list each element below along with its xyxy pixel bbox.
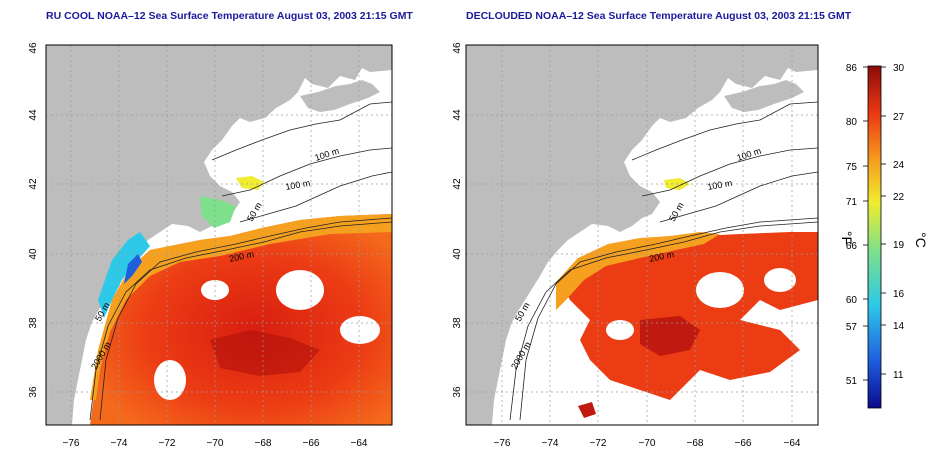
- depth-contours: [89, 101, 392, 421]
- x-tick-label: −64: [784, 438, 801, 449]
- sst-coastal-band: [90, 214, 392, 400]
- y-tick-label: 40: [28, 248, 39, 260]
- colorbar-f-label: 60: [846, 295, 858, 306]
- map-frame: [465, 44, 819, 426]
- x-tick-label: −70: [639, 438, 656, 449]
- x-tick-label: −68: [255, 438, 272, 449]
- colorbar-c-label: 14: [893, 321, 905, 332]
- sst-warm-field: [560, 232, 818, 400]
- y-tick-label: 36: [28, 386, 39, 398]
- contour-label-100m: 100 m: [314, 146, 341, 163]
- colorbar-c-label: 30: [893, 63, 905, 74]
- land-mass: [466, 45, 818, 425]
- y-tick-label: 44: [28, 109, 39, 121]
- colorbar-f-label: 71: [846, 197, 858, 208]
- cloud-hole: [764, 268, 796, 292]
- contour-label-2000m: 2000 m: [509, 340, 533, 371]
- ocean-area: [466, 45, 818, 425]
- colorbar-f-label: 86: [846, 63, 858, 74]
- y-tick-label: 42: [452, 178, 463, 190]
- sst-cold-patch-3: [200, 196, 236, 228]
- y-tick-label: 46: [452, 42, 463, 54]
- x-tick-label: −68: [687, 438, 704, 449]
- colorbar-c-label: 24: [893, 160, 905, 171]
- sst-cold-patch-3: [664, 178, 690, 190]
- colorbar-unit-c: °C: [913, 232, 929, 248]
- sst-hot-core: [210, 330, 320, 376]
- x-tick-label: −74: [542, 438, 559, 449]
- cloud-patch: [154, 360, 186, 400]
- colorbar-c-label: 22: [893, 192, 905, 203]
- y-tick-label: 44: [452, 109, 463, 121]
- x-tick-label: −74: [111, 438, 128, 449]
- map-grid: [466, 45, 818, 425]
- contour-label-200m: 200 m: [228, 249, 255, 264]
- colorbar-ticks: [863, 66, 886, 381]
- contour-label-50m: 50 m: [245, 201, 264, 223]
- y-tick-label: 36: [452, 386, 463, 398]
- x-tick-label: −72: [159, 438, 176, 449]
- contour-label-100m: 100 m: [736, 146, 763, 163]
- colorbar: [867, 65, 882, 409]
- x-tick-label: −72: [590, 438, 607, 449]
- colorbar-f-label: 80: [846, 117, 858, 128]
- depth-contours: [509, 101, 818, 421]
- y-tick-label: 38: [452, 317, 463, 329]
- colorbar-unit-f: °F: [839, 231, 855, 245]
- sst-coastal-band: [556, 232, 720, 310]
- x-tick-label: −76: [494, 438, 511, 449]
- nova-scotia-land: [724, 80, 804, 112]
- nova-scotia-land: [300, 80, 380, 112]
- x-tick-label: −76: [63, 438, 80, 449]
- sst-warm-field: [90, 214, 392, 425]
- cloud-patch: [276, 270, 324, 310]
- colorbar-c-label: 11: [893, 370, 904, 381]
- colorbar-f-label: 57: [846, 322, 858, 333]
- colorbar-c-label: 27: [893, 112, 905, 123]
- x-tick-label: −66: [303, 438, 320, 449]
- colorbar-c-label: 16: [893, 289, 905, 300]
- cloud-patch: [201, 280, 229, 300]
- contour-label-50m-2: 50 m: [93, 301, 112, 323]
- y-tick-label: 42: [28, 178, 39, 190]
- colorbar-c-label: 19: [893, 240, 905, 251]
- sst-hot-core: [640, 316, 700, 356]
- contour-label-100m-2: 100 m: [707, 178, 733, 192]
- left-map-title: RU COOL NOAA–12 Sea Surface Temperature …: [46, 10, 413, 22]
- x-tick-label: −64: [351, 438, 368, 449]
- contour-label-2000m: 2000 m: [89, 340, 113, 371]
- contour-label-50m-2: 50 m: [513, 301, 532, 323]
- land-mass: [46, 45, 392, 425]
- contour-label-200m: 200 m: [648, 249, 675, 264]
- cloud-hole: [696, 272, 744, 308]
- y-tick-label: 40: [452, 248, 463, 260]
- sst-cold-patch: [98, 232, 150, 318]
- map-frame: [45, 44, 393, 426]
- cloud-patch: [340, 316, 380, 344]
- sst-hot-patch: [578, 402, 596, 418]
- y-tick-label: 46: [28, 42, 39, 54]
- x-tick-label: −66: [735, 438, 752, 449]
- colorbar-f-label: 66: [846, 241, 858, 252]
- map-grid: [46, 45, 392, 425]
- ocean-area: [46, 45, 392, 425]
- y-tick-label: 38: [28, 317, 39, 329]
- x-tick-label: −70: [207, 438, 224, 449]
- sst-warm-patch-gom: [236, 176, 264, 190]
- contour-label-100m-2: 100 m: [285, 178, 311, 192]
- cloud-hole: [606, 320, 634, 340]
- sst-cold-patch-2: [124, 254, 142, 284]
- contour-label-50m: 50 m: [667, 201, 686, 223]
- colorbar-f-label: 51: [846, 376, 858, 387]
- right-map-title: DECLOUDED NOAA–12 Sea Surface Temperatur…: [466, 10, 852, 22]
- colorbar-f-label: 75: [846, 162, 858, 173]
